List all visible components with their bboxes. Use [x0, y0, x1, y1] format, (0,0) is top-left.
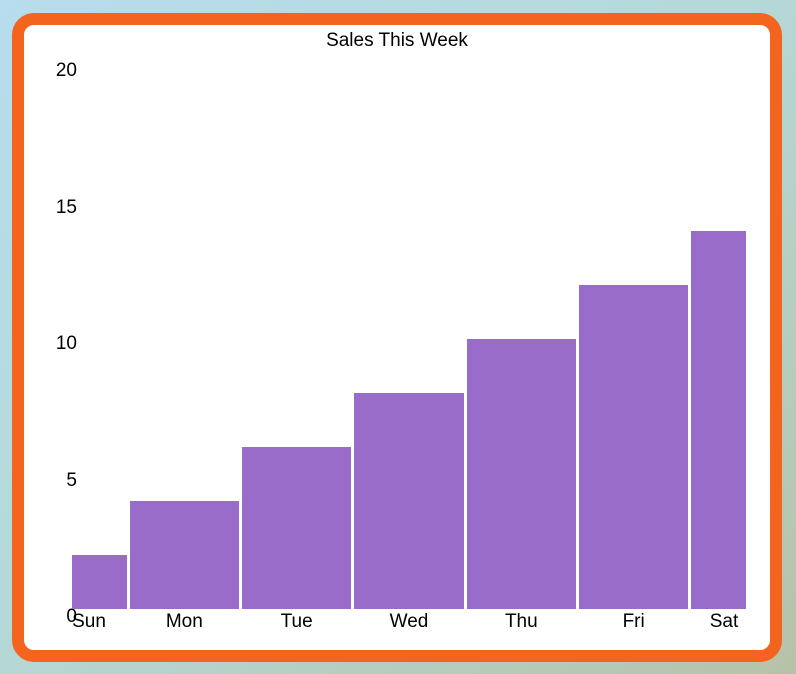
- x-tick-label-fri: Fri: [622, 611, 645, 632]
- x-tick-label-sat: Sat: [709, 611, 739, 632]
- chart-title: Sales This Week: [326, 30, 468, 51]
- chart-card: Sales This Week 0 5 10 15 20 Sun Mon Tue Wed Thu…: [12, 13, 782, 662]
- y-tick-label-10: 10: [55, 333, 77, 354]
- x-tick-label-wed: Wed: [389, 611, 429, 632]
- x-tick-label-tue: Tue: [280, 611, 313, 632]
- bar-wed[interactable]: [354, 393, 464, 609]
- bar-tue[interactable]: [241, 447, 352, 609]
- bar-sat[interactable]: [691, 231, 746, 609]
- bar-thu[interactable]: [466, 339, 577, 609]
- y-tick-label-20: 20: [55, 60, 77, 81]
- bar-mon[interactable]: [129, 501, 240, 609]
- x-tick-label-sun: Sun: [72, 611, 106, 632]
- x-tick-label-mon: Mon: [165, 611, 203, 632]
- x-tick-label-thu: Thu: [504, 611, 538, 632]
- bar-sun[interactable]: [72, 555, 127, 609]
- bar-fri[interactable]: [578, 285, 689, 609]
- y-tick-label-15: 15: [55, 196, 77, 218]
- y-tick-label-0: 0: [66, 606, 77, 627]
- bar-chart[interactable]: Sales This Week 0 5 10 15 20 Sun Mon Tue Wed Thu…: [24, 25, 770, 650]
- y-tick-label-5: 5: [66, 469, 77, 491]
